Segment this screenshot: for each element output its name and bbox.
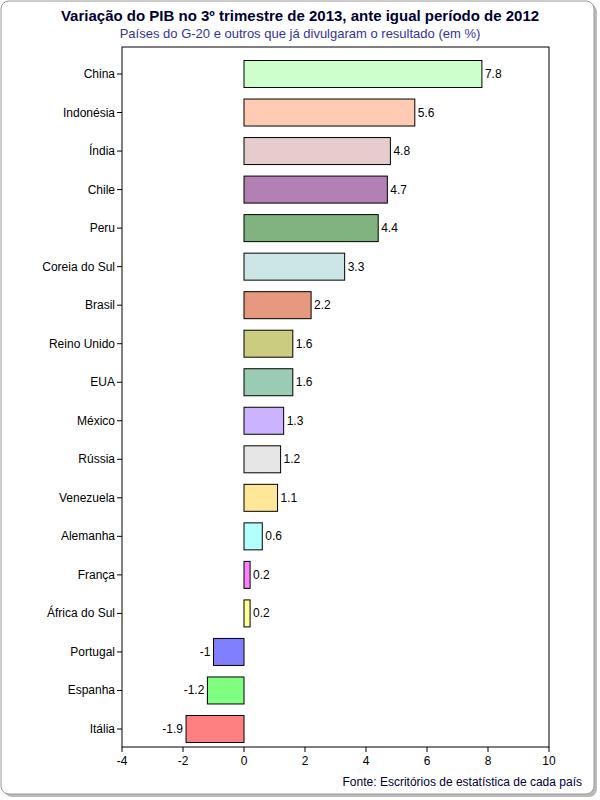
category-label: China	[84, 67, 116, 81]
data-label: 4.7	[390, 183, 407, 197]
x-tick	[549, 747, 550, 752]
bars	[186, 61, 482, 743]
category-label: Reino Unido	[49, 337, 115, 351]
category-tick	[117, 651, 122, 652]
category-label: Itália	[90, 722, 116, 736]
category-label: Brasil	[85, 298, 115, 312]
data-label: 1.2	[284, 452, 301, 466]
data-label: -1.9	[162, 722, 183, 736]
x-tick	[427, 747, 428, 752]
category-tick	[117, 343, 122, 344]
data-label: 5.6	[418, 106, 435, 120]
category-label: EUA	[90, 375, 115, 389]
category-label: Portugal	[70, 645, 115, 659]
category-tick	[117, 536, 122, 537]
bar	[244, 561, 250, 588]
bar	[244, 407, 284, 434]
data-label: 3.3	[348, 260, 365, 274]
bar	[244, 523, 262, 550]
category-tick	[117, 112, 122, 113]
category-tick	[117, 228, 122, 229]
category-label: Indonésia	[63, 106, 115, 120]
category-tick	[117, 613, 122, 614]
x-tick	[183, 747, 184, 752]
bar	[244, 600, 250, 627]
bar	[244, 292, 311, 319]
bar	[244, 330, 293, 357]
subtitle: Países do G-20 e outros que já divulgara…	[120, 26, 481, 41]
category-tick	[117, 420, 122, 421]
bar	[207, 677, 244, 704]
data-label: 2.2	[314, 298, 331, 312]
x-tick	[122, 747, 123, 752]
bar	[244, 176, 387, 203]
x-tick-label: 8	[485, 754, 492, 768]
category-label: Espanha	[68, 683, 116, 697]
data-label: 0.2	[253, 568, 270, 582]
title: Variação do PIB no 3º trimestre de 2013,…	[61, 7, 539, 24]
bar	[244, 253, 345, 280]
bar	[214, 638, 245, 665]
data-label: 1.6	[296, 375, 313, 389]
data-label: 4.8	[393, 144, 410, 158]
plot-frame	[122, 47, 549, 747]
x-tick	[244, 747, 245, 752]
category-tick	[117, 690, 122, 691]
data-label: -1	[200, 645, 211, 659]
category-label: África do Sul	[47, 605, 115, 620]
data-label: 0.2	[253, 606, 270, 620]
x-tick-label: 6	[424, 754, 431, 768]
bar	[244, 484, 278, 511]
category-tick	[117, 151, 122, 152]
x-tick-label: 2	[302, 754, 309, 768]
category-label: México	[77, 414, 115, 428]
category-tick	[117, 189, 122, 190]
category-tick	[117, 266, 122, 267]
x-tick-label: 10	[542, 754, 556, 768]
category-tick	[117, 382, 122, 383]
category-tick	[117, 574, 122, 575]
category-label: Alemanha	[61, 529, 115, 543]
data-label: 1.3	[287, 414, 304, 428]
category-tick	[117, 729, 122, 730]
bar	[244, 215, 378, 242]
category-label: Peru	[90, 221, 115, 235]
bar	[186, 716, 244, 743]
data-label: 4.4	[381, 221, 398, 235]
category-tick	[117, 305, 122, 306]
x-tick-label: 4	[363, 754, 370, 768]
bar	[244, 61, 482, 88]
data-label: 0.6	[265, 529, 282, 543]
category-label: Chile	[88, 183, 116, 197]
data-label: 1.6	[296, 337, 313, 351]
category-tick	[117, 459, 122, 460]
category-label: Venezuela	[59, 491, 115, 505]
chart: Variação do PIB no 3º trimestre de 2013,…	[0, 0, 600, 800]
x-tick	[305, 747, 306, 752]
category-tick	[117, 497, 122, 498]
bar	[244, 138, 390, 165]
panel	[1, 1, 594, 794]
bar	[244, 369, 293, 396]
source: Fonte: Escritórios de estatística de cad…	[343, 775, 582, 789]
category-label: Coreia do Sul	[42, 260, 115, 274]
bar	[244, 99, 415, 126]
category-label: Rússia	[78, 452, 115, 466]
category-tick	[117, 74, 122, 75]
x-tick	[366, 747, 367, 752]
x-tick	[488, 747, 489, 752]
x-tick-label: -2	[178, 754, 189, 768]
x-tick-label: -4	[117, 754, 128, 768]
x-tick-label: 0	[241, 754, 248, 768]
bar	[244, 446, 281, 473]
data-label: 1.1	[281, 491, 298, 505]
data-label: 7.8	[485, 67, 502, 81]
data-label: -1.2	[184, 683, 205, 697]
category-label: Índia	[89, 143, 115, 158]
category-label: França	[78, 568, 116, 582]
